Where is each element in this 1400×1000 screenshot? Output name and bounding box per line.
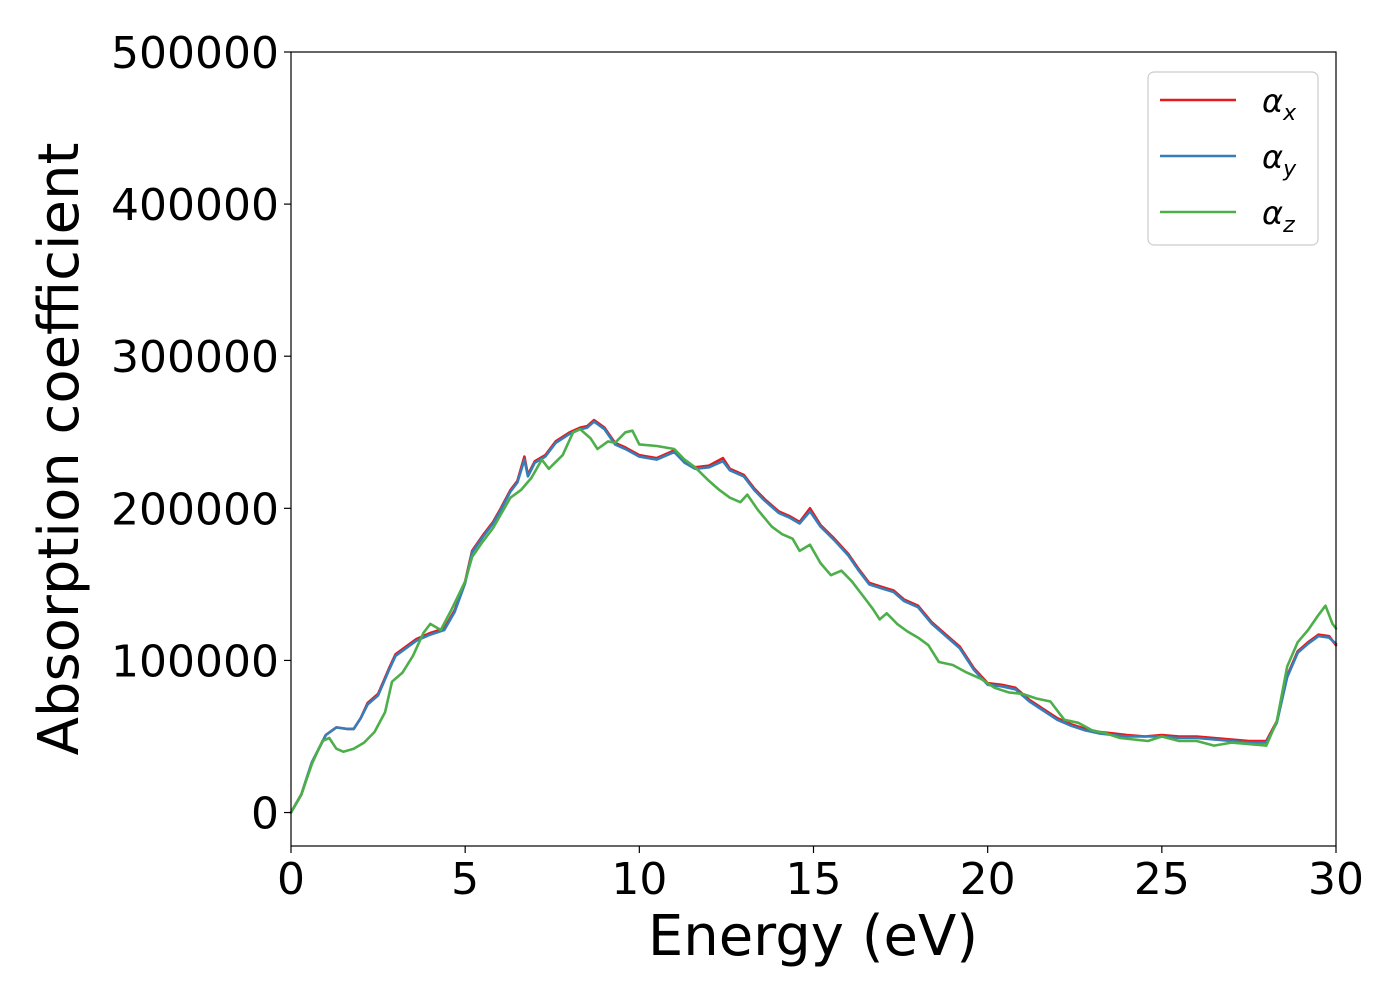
y-tick-label: 100000 xyxy=(111,636,279,687)
y-axis-title: Absorption coefficient xyxy=(27,143,92,756)
y-tick-label: 400000 xyxy=(111,180,279,231)
y-tick-label: 0 xyxy=(251,789,279,840)
x-axis-title: Energy (eV) xyxy=(648,904,978,969)
x-tick-label: 10 xyxy=(611,854,667,905)
x-tick-label: 5 xyxy=(451,854,479,905)
y-tick-label: 500000 xyxy=(111,28,279,79)
x-tick-label: 25 xyxy=(1134,854,1190,905)
series-line-y xyxy=(289,420,1338,814)
x-tick-label: 20 xyxy=(960,854,1016,905)
y-axis-ticks: 0 100000 200000 300000 400000 500000 xyxy=(111,28,291,840)
legend-box xyxy=(1147,71,1319,246)
x-tick-label: 0 xyxy=(277,854,305,905)
y-tick-label: 300000 xyxy=(111,332,279,383)
x-axis-ticks: 0 5 10 15 20 25 30 xyxy=(277,846,1364,905)
series-line-z xyxy=(289,427,1338,814)
series-layer xyxy=(289,418,1338,814)
y-tick-label: 200000 xyxy=(111,484,279,535)
x-tick-label: 30 xyxy=(1308,854,1364,905)
x-tick-label: 15 xyxy=(786,854,842,905)
